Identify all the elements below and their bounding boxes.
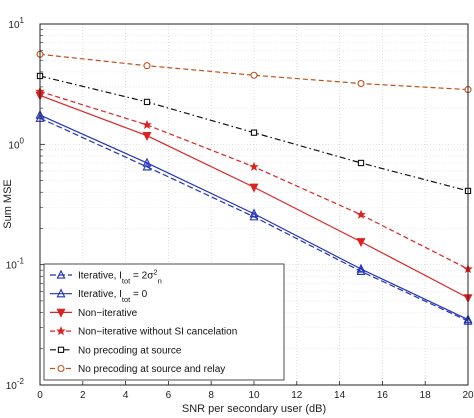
y-tick-label: 10-1 — [6, 257, 25, 272]
marker-triangle-up — [142, 157, 152, 167]
x-tick-label: 14 — [334, 390, 346, 401]
x-tick-label: 8 — [208, 390, 214, 401]
legend-label: Non−iterative — [78, 308, 138, 319]
legend: Iterative, Itot = 2σ2n Iterative, Itot = … — [43, 263, 285, 381]
marker-circle — [57, 364, 65, 373]
marker-circle — [143, 62, 151, 70]
x-tick-label: 4 — [123, 390, 129, 401]
x-tick-label: 16 — [377, 390, 389, 401]
legend-label: Iterative, Itot = 0 — [78, 289, 148, 304]
y-axis-title: Sum MSE — [2, 179, 14, 229]
marker-square — [357, 159, 365, 167]
axis-ticks: 0 2 4 6 8 10 12 14 16 18 20 101 100 10-1 10-2 — [6, 16, 474, 401]
x-tick-label: 0 — [37, 390, 43, 401]
x-tick-label: 2 — [80, 390, 86, 401]
marker-triangle-up — [249, 208, 259, 218]
legend-label: No precoding at source — [78, 345, 182, 356]
marker-star — [356, 209, 366, 219]
x-tick-label: 10 — [248, 390, 260, 401]
marker-square — [250, 129, 258, 136]
marker-star — [249, 161, 259, 171]
marker-square — [143, 98, 151, 106]
x-tick-label: 6 — [166, 390, 172, 401]
y-tick-label: 10-2 — [6, 377, 25, 392]
marker-triangle-up — [56, 269, 66, 279]
y-tick-label: 101 — [8, 16, 24, 31]
legend-label: No precoding at source and relay — [78, 364, 225, 375]
marker-triangle-down — [249, 183, 259, 193]
x-tick-label: 18 — [420, 390, 432, 401]
legend-label: Iterative, Itot = 2σ2n — [78, 267, 162, 285]
series-line — [39, 114, 469, 321]
marker-star — [56, 326, 66, 336]
series-layer — [35, 50, 473, 325]
marker-triangle-up — [356, 266, 366, 275]
marker-triangle-up — [356, 263, 366, 273]
legend-label: Non−iterative without SI cancelation — [78, 327, 237, 338]
y-tick-label: 100 — [8, 136, 24, 151]
x-tick-label: 20 — [462, 390, 474, 401]
marker-square — [57, 346, 65, 353]
x-axis-title: SNR per secondary user (dB) — [182, 403, 326, 415]
marker-circle — [357, 79, 365, 88]
marker-triangle-down — [356, 238, 366, 248]
legend-box — [43, 263, 285, 381]
marker-triangle-up — [56, 288, 66, 298]
marker-circle — [250, 71, 258, 79]
marker-triangle-down — [56, 308, 66, 318]
marker-triangle-up — [249, 211, 259, 221]
x-tick-label: 12 — [291, 390, 303, 401]
marker-star — [142, 119, 152, 129]
marker-triangle-down — [142, 132, 152, 142]
